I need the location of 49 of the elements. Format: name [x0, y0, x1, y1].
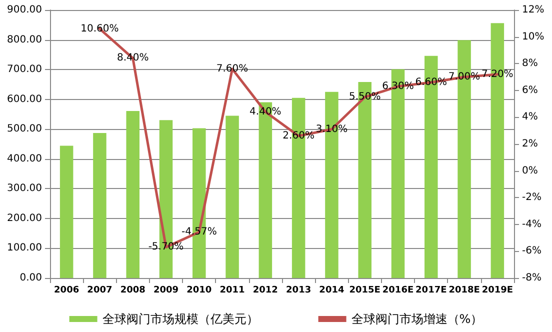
x-tick-label: 2007 — [87, 286, 112, 296]
x-tick-label: 2019E — [482, 286, 514, 296]
x-tick-label: 2011 — [220, 286, 245, 296]
data-label: 5.50% — [348, 92, 381, 103]
y2-tick-label: 12% — [522, 4, 544, 16]
data-label: 7.20% — [482, 68, 514, 80]
y-tick-label: 800.00 — [7, 34, 42, 46]
y-tick-label: 200.00 — [7, 212, 42, 224]
y-tick-label: 900.00 — [7, 4, 42, 16]
y2-tick-label: -6% — [522, 246, 542, 257]
data-label: 7.60% — [216, 63, 248, 74]
x-tick-label: 2008 — [120, 286, 146, 296]
data-label: 10.60% — [80, 23, 119, 34]
x-tick-label: 2017E — [416, 286, 447, 296]
y-tick-label: 0.00 — [20, 272, 42, 284]
legend-label: 全球阀门市场增速（%） — [351, 312, 483, 326]
y2-tick-label: -4% — [522, 218, 542, 230]
y2-tick-label: -2% — [522, 192, 542, 204]
x-tick-label: 2015E — [349, 286, 380, 296]
y-tick-label: 500.00 — [7, 124, 42, 135]
x-tick-label: 2009 — [153, 286, 179, 296]
bar — [93, 132, 106, 278]
data-label: -5.70% — [148, 242, 184, 253]
y2-tick-label: 6% — [522, 84, 538, 96]
x-tick-label: 2010 — [186, 286, 212, 296]
bar — [226, 116, 239, 278]
x-tick-label: 2013 — [286, 286, 312, 296]
y-tick-label: 300.00 — [7, 183, 42, 194]
y2-tick-label: 10% — [522, 31, 544, 42]
x-tick-label: 2014 — [319, 286, 344, 296]
y2-tick-label: -8% — [522, 272, 542, 284]
y2-tick-label: 4% — [522, 112, 538, 123]
x-tick-label: 2018E — [448, 286, 480, 296]
x-tick-label: 2016E — [382, 286, 414, 296]
y-tick-label: 600.00 — [7, 94, 42, 105]
y2-tick-label: 0% — [522, 165, 538, 176]
x-tick-label: 2012 — [252, 286, 278, 296]
y2-tick-label: 2% — [522, 138, 538, 150]
y2-tick-label: 8% — [522, 58, 538, 70]
legend-label: 全球阀门市场规模（亿美元） — [102, 312, 258, 326]
y-tick-label: 100.00 — [7, 242, 42, 254]
x-tick-label: 2006 — [54, 286, 80, 296]
data-label: 3.10% — [316, 124, 348, 135]
bar — [126, 110, 140, 278]
y-tick-label: 400.00 — [7, 153, 42, 164]
y-tick-label: 700.00 — [7, 64, 42, 76]
data-label: 6.60% — [415, 76, 448, 88]
bar — [60, 146, 74, 278]
data-label: 6.30% — [382, 80, 414, 92]
